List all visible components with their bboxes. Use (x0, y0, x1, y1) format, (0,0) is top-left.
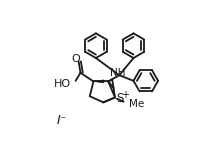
Text: O: O (72, 54, 81, 64)
Text: +: + (121, 90, 129, 100)
Text: S: S (117, 92, 124, 104)
Text: I⁻: I⁻ (57, 114, 67, 127)
Text: NH: NH (110, 68, 125, 78)
Text: HO: HO (54, 79, 71, 88)
Text: Me: Me (129, 99, 145, 109)
Polygon shape (93, 80, 104, 83)
